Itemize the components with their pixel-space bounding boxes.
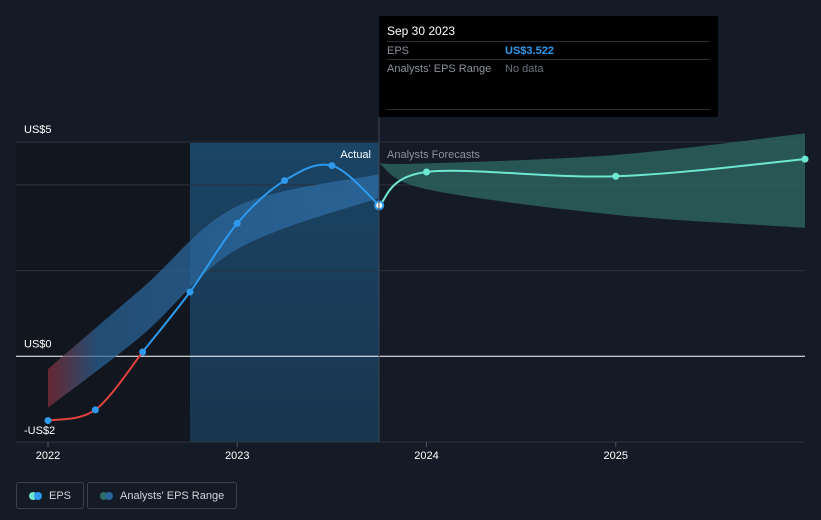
x-tick-label: 2025 xyxy=(604,450,628,462)
eps-forecast-line xyxy=(378,158,806,207)
eps-actual-line xyxy=(141,163,380,353)
eps-legend-icon xyxy=(29,491,42,500)
tooltip: Sep 30 2023 EPS US$3.522 Analysts' EPS R… xyxy=(379,16,718,117)
eps-actual-point xyxy=(44,417,52,425)
eps-actual-point xyxy=(328,162,336,170)
tooltip-divider xyxy=(387,109,710,110)
eps-actual-point xyxy=(139,348,147,356)
eps-range-legend-icon xyxy=(100,491,113,500)
eps-range-band-past xyxy=(48,174,380,408)
tooltip-range-value: No data xyxy=(505,63,544,75)
actual-label: Actual xyxy=(340,149,371,161)
y-axis-ticks: US$5 US$0 -US$2 xyxy=(24,124,55,437)
legend-item-eps[interactable]: EPS xyxy=(16,482,85,509)
tooltip-eps-label: EPS xyxy=(387,45,410,57)
tooltip-eps-value: US$3.522 xyxy=(505,45,554,57)
tooltip-date: Sep 30 2023 xyxy=(387,24,456,38)
y-tick-label: US$5 xyxy=(24,124,52,136)
tooltip-range-label: Analysts' EPS Range xyxy=(387,63,492,75)
legend-item-eps-range[interactable]: Analysts' EPS Range xyxy=(87,482,238,509)
eps-actual-point xyxy=(186,288,194,296)
x-tick-label: 2024 xyxy=(414,450,438,462)
eps-actual-point xyxy=(233,219,241,227)
y-tick-label: -US$2 xyxy=(24,425,55,437)
x-axis-ticks: 2022 2023 2024 2025 xyxy=(36,442,628,462)
y-tick-label: US$0 xyxy=(24,338,52,350)
eps-range-band-forecast xyxy=(379,133,805,228)
x-tick-label: 2022 xyxy=(36,450,60,462)
forecast-label: Analysts Forecasts xyxy=(387,149,480,161)
tooltip-row-eps: EPS US$3.522 xyxy=(387,41,710,60)
eps-forecast-point xyxy=(801,155,809,163)
eps-actual-point xyxy=(91,406,99,414)
legend-eps-label: EPS xyxy=(49,489,72,502)
tooltip-row-range: Analysts' EPS Range No data xyxy=(387,59,710,78)
x-tick-label: 2023 xyxy=(225,450,249,462)
eps-actual-point xyxy=(281,177,289,185)
eps-forecast-point xyxy=(423,168,430,176)
legend-eps-range-label: Analysts' EPS Range xyxy=(120,489,225,502)
eps-forecast-point xyxy=(612,172,620,180)
eps-range-band xyxy=(48,133,805,408)
